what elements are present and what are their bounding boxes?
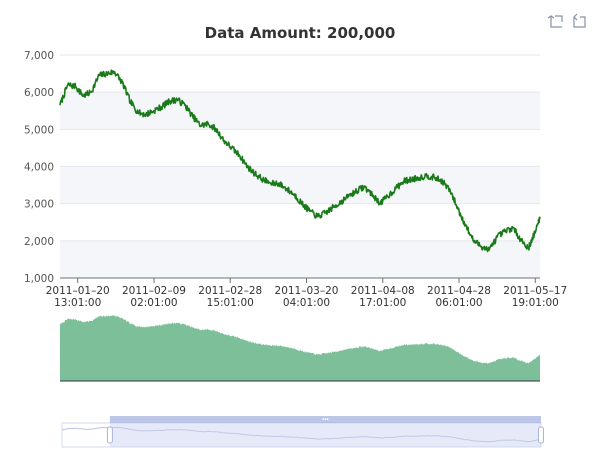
- y-tick-label: 7,000: [24, 50, 54, 62]
- datazoom-drag-bar[interactable]: [109, 416, 542, 423]
- x-tick-label: 13:01:00: [54, 297, 101, 309]
- x-tick-label: 2011–02–28: [198, 285, 262, 297]
- grid-band: [60, 240, 540, 278]
- x-tick-label: 02:01:00: [130, 297, 177, 309]
- series-line: [59, 69, 541, 253]
- x-tick-label: 06:01:00: [435, 297, 482, 309]
- grid-band: [60, 203, 540, 241]
- x-tick-label: 2011–01–20: [46, 285, 110, 297]
- y-tick-label: 2,000: [24, 236, 54, 248]
- x-tick-label: 2011–02–09: [122, 285, 186, 297]
- x-tick-label: 2011–04–28: [427, 285, 491, 297]
- y-tick-label: 3,000: [24, 199, 54, 211]
- drag-grip-icon: •••: [322, 418, 328, 424]
- zoom-rect-icon[interactable]: [547, 15, 563, 28]
- grid-band: [60, 166, 540, 204]
- x-tick-label: 2011–05–17: [503, 285, 567, 297]
- chart-title: Data Amount: 200,000: [205, 24, 396, 42]
- x-tick-label: 19:01:00: [512, 297, 559, 309]
- datazoom-window[interactable]: [109, 423, 542, 447]
- grid-band: [60, 92, 540, 130]
- y-tick-label: 6,000: [24, 87, 54, 99]
- zoom-back-icon[interactable]: [573, 13, 586, 28]
- y-tick-label: 5,000: [24, 124, 54, 136]
- x-tick-label: 17:01:00: [359, 297, 406, 309]
- y-tick-label: 4,000: [24, 162, 54, 174]
- x-tick-label: 2011–03–20: [275, 285, 339, 297]
- x-tick-label: 2011–04–08: [351, 285, 415, 297]
- overview-area: [60, 315, 540, 381]
- datazoom-handle-right[interactable]: [538, 426, 544, 444]
- grid-band: [60, 129, 540, 167]
- grid-band: [60, 55, 540, 93]
- datazoom-handle-left[interactable]: [106, 426, 113, 444]
- x-tick-label: 15:01:00: [207, 297, 254, 309]
- datazoom-slider[interactable]: •••: [61, 416, 544, 448]
- datazoom-preview: [61, 426, 541, 443]
- x-tick-label: 04:01:00: [283, 297, 330, 309]
- y-tick-label: 1,000: [24, 273, 54, 285]
